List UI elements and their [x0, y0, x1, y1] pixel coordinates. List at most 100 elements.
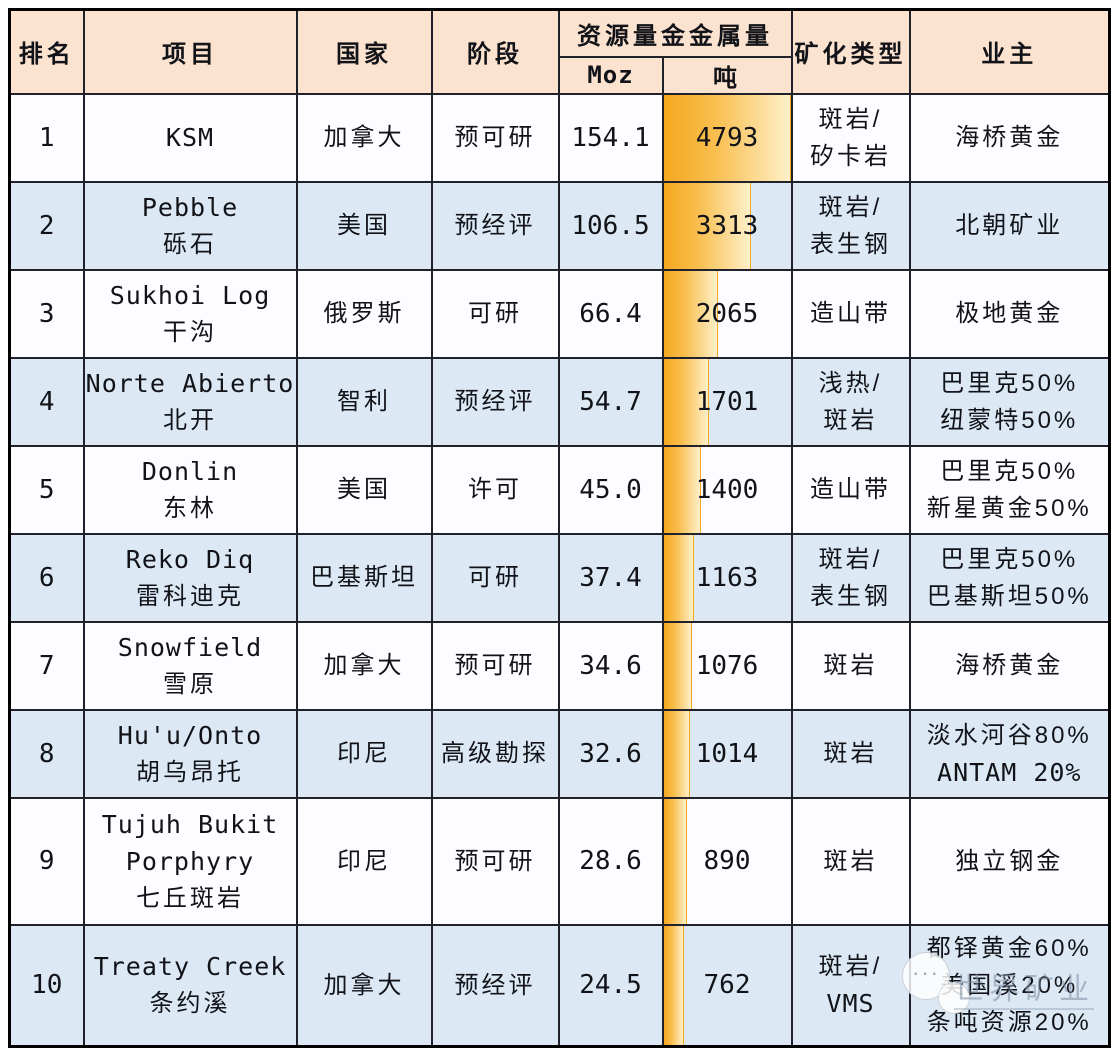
- owner-cell: 巴里克50% 新星黄金50%: [908, 444, 1111, 535]
- header-country: 国家: [295, 8, 433, 95]
- stage-cell: 预经评: [430, 923, 560, 1048]
- cell-line: 新星黄金50%: [926, 494, 1092, 522]
- tons-cell: 4793: [661, 92, 793, 183]
- tons-value: 2065: [695, 298, 759, 329]
- header-mineralization-type: 矿化类型: [790, 8, 911, 95]
- project-cell: Treaty Creek 条约溪: [82, 923, 298, 1048]
- tons-cell: 2065: [661, 268, 793, 359]
- cell-line: Tujuh Bukit: [101, 809, 279, 839]
- moz-cell: 66.4: [557, 268, 664, 359]
- project-cell: Norte Abierto 北开: [82, 356, 298, 447]
- tons-data-bar: [663, 622, 692, 709]
- stage-cell: 预经评: [430, 356, 560, 447]
- cell-line: 巴里克50%: [940, 545, 1079, 573]
- owner-cell: 北朝矿业: [908, 180, 1111, 271]
- cell-line: 斑岩/: [818, 193, 883, 221]
- cell-line: 造山带: [810, 476, 891, 503]
- rank-cell: 1: [8, 92, 85, 183]
- tons-data-bar: [663, 270, 719, 357]
- tons-value: 1163: [695, 562, 759, 593]
- stage-cell: 预可研: [430, 620, 560, 711]
- cell-line: 雷科迪克: [136, 582, 244, 610]
- cell-line: 巴基斯坦50%: [926, 582, 1092, 610]
- cell-line: 矽卡岩: [810, 142, 891, 170]
- rank-cell: 6: [8, 532, 85, 623]
- cell-line: 表生钢: [810, 582, 891, 610]
- country-cell: 印尼: [295, 796, 433, 926]
- rank-cell: 2: [8, 180, 85, 271]
- stage-cell: 可研: [430, 268, 560, 359]
- cell-line: 极地黄金: [955, 300, 1064, 327]
- project-cell: Tujuh Bukit Porphyry 七丘斑岩: [82, 796, 298, 926]
- table-row: 5 Donlin 东林 美国 许可 45.0 1400 造山带 巴里克50% 新星黄金50%: [8, 444, 1111, 535]
- cell-line: 雪原: [163, 670, 217, 698]
- country-cell: 印尼: [295, 708, 433, 799]
- header-resource-group: 资源量金金属量: [557, 8, 793, 58]
- cell-line: 胡乌昂托: [136, 758, 244, 786]
- owner-cell: 巴里克50% 巴基斯坦50%: [908, 532, 1111, 623]
- cell-line: 斑岩: [823, 652, 878, 679]
- table-header: 排名 项目 国家 阶段 资源量金金属量 矿化类型 业主 Moz 吨: [8, 8, 1111, 95]
- moz-cell: 45.0: [557, 444, 664, 535]
- moz-cell: 54.7: [557, 356, 664, 447]
- moz-cell: 154.1: [557, 92, 664, 183]
- tons-data-bar: [663, 925, 684, 1045]
- cell-line: 条吨资源20%: [926, 1008, 1092, 1036]
- cell-line: 造山带: [810, 300, 891, 327]
- project-cell: Pebble 砾石: [82, 180, 298, 271]
- cell-line: 海桥黄金: [955, 652, 1064, 679]
- cell-line: 七丘斑岩: [136, 884, 244, 912]
- owner-cell: 都铎黄金60% 美国溪20% 条吨资源20%: [908, 923, 1111, 1048]
- rank-cell: 4: [8, 356, 85, 447]
- owner-cell: 海桥黄金: [908, 620, 1111, 711]
- table-row: 3 Sukhoi Log 干沟 俄罗斯 可研 66.4 2065 造山带 极地黄金: [8, 268, 1111, 359]
- tons-cell: 1014: [661, 708, 793, 799]
- owner-cell: 淡水河谷80% ANTAM 20%: [908, 708, 1111, 799]
- rank-cell: 9: [8, 796, 85, 926]
- country-cell: 巴基斯坦: [295, 532, 433, 623]
- table-row: 8 Hu'u/Onto 胡乌昂托 印尼 高级勘探 32.6 1014 斑岩 淡水河谷80% ANT…: [8, 708, 1111, 799]
- cell-line: 斑岩/: [818, 953, 883, 981]
- project-cell: Donlin 东林: [82, 444, 298, 535]
- owner-cell: 海桥黄金: [908, 92, 1111, 183]
- project-cell: Snowfield 雪原: [82, 620, 298, 711]
- country-cell: 美国: [295, 180, 433, 271]
- cell-line: 东林: [163, 494, 217, 522]
- table-row: 7 Snowfield 雪原 加拿大 预可研 34.6 1076 斑岩 海桥黄金: [8, 620, 1111, 711]
- header-moz: Moz: [557, 55, 664, 95]
- rank-cell: 5: [8, 444, 85, 535]
- gold-projects-table: 排名 项目 国家 阶段 资源量金金属量 矿化类型 业主 Moz 吨 1 KSM 加拿…: [8, 8, 1111, 1048]
- moz-cell: 24.5: [557, 923, 664, 1048]
- cell-line: 砾石: [163, 230, 217, 258]
- table-row: 2 Pebble 砾石 美国 预经评 106.5 3313 斑岩/表生钢 北朝矿业: [8, 180, 1111, 271]
- mineralization-cell: 斑岩: [790, 708, 911, 799]
- tons-cell: 1701: [661, 356, 793, 447]
- country-cell: 俄罗斯: [295, 268, 433, 359]
- cell-line: Donlin: [141, 456, 239, 486]
- cell-line: Reko Diq: [125, 544, 255, 574]
- header-stage: 阶段: [430, 8, 560, 95]
- moz-cell: 28.6: [557, 796, 664, 926]
- cell-line: 干沟: [163, 318, 217, 346]
- project-cell: Sukhoi Log 干沟: [82, 268, 298, 359]
- mineralization-cell: 造山带: [790, 268, 911, 359]
- cell-line: 斑岩: [823, 847, 878, 875]
- tons-data-bar: [663, 446, 701, 533]
- cell-line: 海桥黄金: [955, 124, 1064, 151]
- cell-line: Hu'u/Onto: [117, 720, 263, 750]
- tons-cell: 1400: [661, 444, 793, 535]
- tons-cell: 890: [661, 796, 793, 926]
- cell-line: ANTAM 20%: [937, 757, 1082, 787]
- cell-line: Snowfield: [117, 632, 263, 662]
- cell-line: 淡水河谷80%: [926, 721, 1092, 749]
- cell-line: 北朝矿业: [955, 212, 1064, 239]
- cell-line: KSM: [165, 123, 215, 152]
- table-row: 4 Norte Abierto 北开 智利 预经评 54.7 1701 浅热/斑岩 巴里克50%…: [8, 356, 1111, 447]
- table-row: 1 KSM 加拿大 预可研 154.1 4793 斑岩/矽卡岩 海桥黄金: [8, 92, 1111, 183]
- mineralization-cell: 斑岩: [790, 620, 911, 711]
- country-cell: 美国: [295, 444, 433, 535]
- project-cell: KSM: [82, 92, 298, 183]
- tons-data-bar: [663, 534, 695, 621]
- stage-cell: 许可: [430, 444, 560, 535]
- country-cell: 智利: [295, 356, 433, 447]
